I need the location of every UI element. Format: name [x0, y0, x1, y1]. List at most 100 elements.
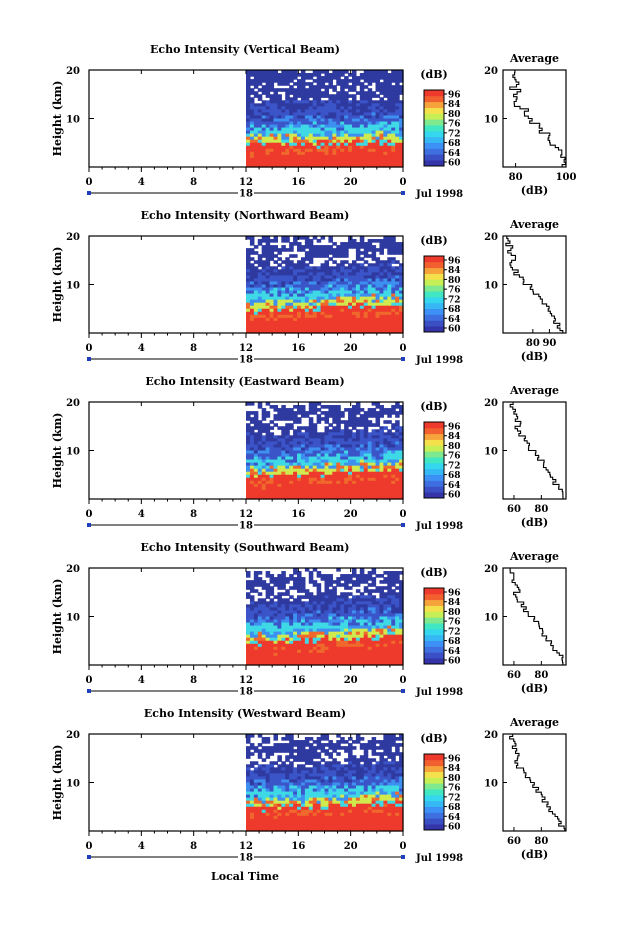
heatmap-cell [269, 658, 275, 663]
heatmap-cell [249, 637, 255, 642]
heatmap-cell [355, 154, 361, 159]
heatmap-cell [269, 607, 275, 612]
heatmap-cell [336, 417, 341, 421]
heatmap-cell [289, 91, 294, 95]
heatmap-cell [285, 94, 290, 98]
heatmap-cell [359, 444, 365, 449]
colorbar-tick-label: 76 [448, 286, 461, 296]
heatmap-cell [379, 489, 384, 494]
heatmap-cell [324, 447, 330, 452]
heatmap-cell [273, 604, 278, 609]
heatmap-cell [289, 326, 294, 331]
heatmap-cell [265, 462, 271, 467]
heatmap-cell [269, 251, 275, 255]
heatmap-cell [391, 296, 396, 301]
heatmap-cell [316, 305, 322, 310]
heatmap-cell [265, 571, 271, 575]
heatmap-cell [316, 76, 322, 80]
heatmap-cell [320, 477, 326, 482]
heatmap-cell [300, 320, 306, 325]
heatmap-cell [300, 583, 306, 587]
heatmap-cell [375, 293, 381, 298]
heatmap-cell [387, 583, 392, 587]
heatmap-cell [383, 290, 388, 295]
heatmap-cell [371, 468, 377, 473]
heatmap-cell [383, 480, 388, 485]
heatmap-cell [297, 248, 302, 252]
heatmap-cell [304, 112, 310, 117]
panel-title: Echo Intensity (Westward Beam) [144, 707, 346, 720]
heatmap-cell [387, 299, 392, 304]
heatmap-cell [300, 616, 306, 621]
heatmap-cell [328, 486, 333, 491]
heatmap-cell [395, 76, 400, 80]
heatmap-cell [367, 91, 373, 95]
heatmap-cell [367, 643, 373, 648]
heatmap-cell [312, 109, 318, 114]
heatmap-cell [293, 661, 298, 666]
heatmap-cell [324, 127, 330, 132]
heatmap-cell [351, 88, 357, 92]
heatmap-cell [383, 311, 388, 316]
heatmap-cell [249, 492, 255, 497]
heatmap-cell [328, 408, 333, 412]
heatmap-cell [371, 459, 377, 464]
heatmap-cell [359, 489, 365, 494]
heatmap-cell [351, 160, 357, 165]
heatmap-cell [249, 438, 255, 443]
heatmap-cell [300, 625, 306, 630]
heatmap-cell [293, 317, 298, 322]
heatmap-cell [304, 139, 310, 144]
heatmap-cell [289, 643, 294, 648]
x-tick-label: 20 [344, 509, 358, 520]
heatmap-cell [387, 278, 392, 283]
heatmap-cell [281, 580, 286, 584]
heatmap-cell [344, 474, 349, 479]
heatmap-cell [395, 70, 400, 74]
heatmap-cell [273, 299, 278, 304]
heatmap-cell [391, 121, 396, 126]
heatmap-cell [328, 97, 333, 101]
heatmap-cell [312, 163, 318, 168]
heatmap-cell [257, 492, 263, 497]
heatmap-cell [351, 643, 357, 648]
heatmap-cell [399, 634, 404, 639]
heatmap-cell [399, 127, 404, 132]
heatmap-cell [277, 151, 282, 156]
heatmap-cell [332, 616, 337, 621]
heatmap-cell [265, 281, 271, 286]
heatmap-cell [387, 160, 392, 165]
heatmap-cell [316, 148, 322, 153]
heatmap-cell [340, 483, 345, 488]
heatmap-cell [371, 284, 377, 289]
heatmap-cell [351, 275, 357, 280]
heatmap-cell [391, 610, 396, 615]
heatmap-cell [297, 631, 302, 636]
heatmap-cell [249, 148, 255, 153]
heatmap-cell [308, 118, 314, 123]
heatmap-cell [363, 305, 369, 310]
heatmap-cell [304, 604, 310, 609]
heatmap-cell [300, 121, 306, 126]
heatmap-cell [367, 489, 373, 494]
heatmap-cell [367, 447, 373, 452]
heatmap-cell [324, 616, 330, 621]
heatmap-cell [391, 269, 396, 273]
heatmap-cell [293, 100, 298, 104]
heatmap-cell [375, 308, 381, 313]
heatmap-cell [312, 154, 318, 159]
date-line-start-marker [87, 191, 91, 195]
heatmap-cell [308, 613, 314, 618]
heatmap-cell [359, 88, 365, 92]
heatmap-cell [351, 634, 357, 639]
heatmap-cell [387, 145, 392, 150]
heatmap-cell [246, 257, 251, 261]
heatmap-cell [304, 459, 310, 464]
heatmap-cell [383, 136, 388, 141]
heatmap-cell [269, 474, 275, 479]
heatmap-cell [320, 299, 326, 304]
heatmap-cell [340, 272, 345, 277]
heatmap-cell [363, 145, 369, 150]
heatmap-cell [261, 251, 267, 255]
heatmap-cell [367, 305, 373, 310]
